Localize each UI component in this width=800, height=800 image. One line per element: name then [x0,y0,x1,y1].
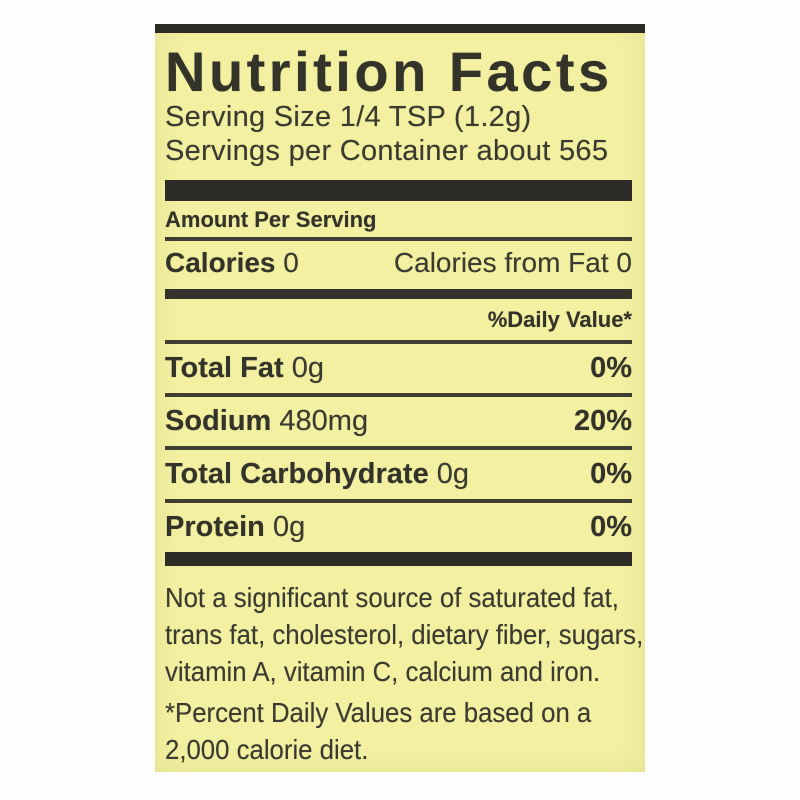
nutrient-daily-value: 20% [573,405,632,437]
nutrient-daily-value: 0% [590,458,632,490]
nutrient-amount: 0g [436,458,470,490]
nutrition-facts-label: Nutrition Facts Serving Size 1/4 TSP (1.… [155,24,645,772]
footnote-line: *Percent Daily Values are based on a [165,697,592,728]
divider-rule [165,446,632,450]
nutrient-name: Sodium [165,405,272,437]
calories-from-fat-text: Calories from Fat 0 [393,247,632,278]
nutrient-daily-value: 0% [590,352,632,384]
divider-rule [165,237,632,241]
nutrient-row-total-carbohydrate: Total Carbohydrate 0g 0% [165,450,632,499]
nutrient-name-amount: Total Fat 0g [165,352,324,384]
serving-size-text: Serving Size 1/4 TSP (1.2g) [165,101,532,133]
nutrient-name: Total Carbohydrate [165,458,429,490]
percent-daily-value-footnote: *Percent Daily Values are based on a 2,0… [165,694,632,768]
nutrient-amount: 480mg [279,405,369,437]
calories-value: 0 [283,247,299,278]
disclaimer-line: trans fat, cholesterol, dietary fiber, s… [165,619,644,650]
nutrition-facts-title: Nutrition Facts [165,40,613,103]
nutrient-name-amount: Sodium 480mg [165,405,368,437]
calories-left: Calories 0 [165,248,299,278]
disclaimer-line: Not a significant source of saturated fa… [165,582,619,613]
label-content: Nutrition Facts Serving Size 1/4 TSP (1.… [155,40,645,768]
nutrient-daily-value: 0% [590,511,632,543]
section-divider-thick-bar [165,552,632,566]
nutrient-row-sodium: Sodium 480mg 20% [165,397,632,446]
nutrient-name-amount: Protein 0g [165,511,305,543]
servings-per-container-text: Servings per Container about 565 [165,135,609,167]
nutrient-name: Protein [165,511,265,543]
nutrient-name-amount: Total Carbohydrate 0g [165,458,469,490]
divider-rule [165,393,632,397]
not-significant-source-text: Not a significant source of saturated fa… [165,579,643,690]
calories-label: Calories [165,247,276,278]
nutrient-amount: 0g [272,511,306,543]
nutrient-amount: 0g [291,352,325,384]
divider-rule [165,499,632,503]
amount-per-serving-heading: Amount Per Serving [165,207,377,232]
section-divider-thick-bar [165,180,632,201]
disclaimer-line: vitamin A, vitamin C, calcium and iron. [165,656,601,687]
nutrient-row-protein: Protein 0g 0% [165,503,632,552]
footnote-line: 2,000 calorie diet. [165,734,369,765]
daily-value-header: %Daily Value* [487,307,632,332]
label-top-edge-bar [155,24,645,33]
calories-row: Calories 0 Calories from Fat 0 [165,241,632,286]
nutrient-row-total-fat: Total Fat 0g 0% [165,344,632,393]
nutrient-name: Total Fat [165,352,284,384]
divider-medium-bar [165,289,632,299]
divider-rule [165,340,632,344]
serving-info: Serving Size 1/4 TSP (1.2g) Servings per… [165,100,632,168]
